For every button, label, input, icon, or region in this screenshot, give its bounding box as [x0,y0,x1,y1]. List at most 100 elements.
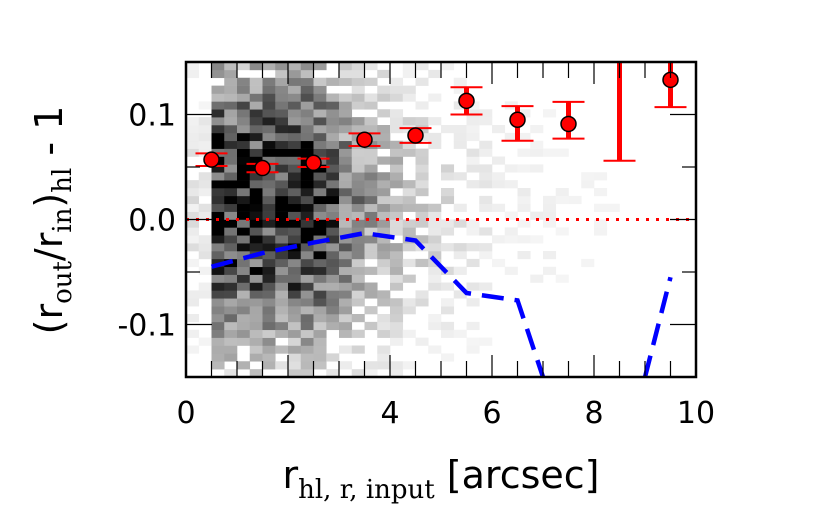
heatmap-cell [224,132,238,142]
heatmap-cell [530,164,544,173]
heatmap-cell [198,188,212,197]
heatmap-cell [402,227,416,236]
heatmap-cell [339,329,353,338]
heatmap-cell [415,172,429,181]
heatmap-cell [288,109,302,118]
heatmap-cell [339,227,353,236]
heatmap-cell [441,164,455,173]
heatmap-cell [300,203,314,212]
heatmap-cell [504,227,518,236]
heatmap-cell [300,77,314,86]
heatmap-cell [300,369,314,377]
heatmap-cell [275,164,289,173]
heatmap-cell [262,62,276,71]
heatmap-cell [224,69,238,79]
heatmap-cell [262,290,276,299]
heatmap-cell [300,290,314,299]
heatmap-cell [249,211,263,220]
heatmap-cell [313,361,327,370]
heatmap-cell [249,314,263,323]
heatmap-cell [237,337,251,346]
heatmap-cell [428,132,442,142]
heatmap-cell [211,361,225,370]
heatmap-cell [211,306,225,315]
heatmap-cell [415,117,429,126]
heatmap-cell [428,227,442,236]
heatmap-cell [313,85,327,94]
heatmap-cell [441,172,455,181]
heatmap-cell [351,243,365,252]
heatmap-cell [262,132,276,142]
heatmap-cell [262,306,276,315]
heatmap-cell [237,140,251,149]
heatmap-cell [479,251,493,260]
heatmap-cell [402,361,416,370]
heatmap-cell [186,314,200,323]
heatmap-cell [224,243,238,252]
heatmap-cell [326,353,340,362]
heatmap-cell [186,188,200,197]
heatmap-cell [504,164,518,173]
heatmap-cell [275,109,289,118]
heatmap-cell [453,290,467,299]
heatmap-cell [504,132,518,142]
heatmap-cell [262,188,276,197]
heatmap-cell [300,219,314,228]
heatmap-cell [249,125,263,134]
heatmap-cell [441,243,455,252]
heatmap-cell [313,337,327,346]
heatmap-cell [402,243,416,252]
heatmap-cell [237,156,251,165]
heatmap-cell [237,188,251,197]
heatmap-cell [275,125,289,134]
heatmap-cell [275,180,289,189]
heatmap-cell [275,62,289,71]
heatmap-cell [339,306,353,315]
heatmap-cell [211,266,225,275]
heatmap-cell [339,235,353,244]
dashed-curve-segment [210,230,546,377]
heatmap-cell [441,298,455,307]
heatmap-cell [313,172,327,181]
heatmap-cell [262,258,276,268]
heatmap-cell [211,227,225,236]
heatmap-cell [364,117,378,126]
y-axis-label-sub-in: in [48,207,78,232]
heatmap-cell [377,329,391,338]
heatmap-cell [224,117,238,126]
heatmap-cell [262,101,276,110]
heatmap-cell [262,251,276,260]
heatmap-cell [275,219,289,228]
heatmap-cell [249,306,263,315]
heatmap-cell [313,227,327,236]
heatmap-cell [313,211,327,220]
heatmap-cell [275,172,289,181]
heatmap-cell [390,314,404,323]
heatmap-cell [211,109,225,118]
x-tick-label: 10 [677,396,715,431]
heatmap-cell [441,195,455,205]
heatmap-cell [364,62,378,71]
heatmap-cell [377,266,391,275]
heatmap-cell [313,117,327,126]
heatmap-cell [466,298,480,307]
heatmap-cell [275,274,289,283]
heatmap-cell [326,235,340,244]
heatmap-cell [453,140,467,149]
heatmap-cell [275,345,289,354]
heatmap-cell [581,172,595,181]
heatmap-cell [351,219,365,228]
heatmap-cell [326,195,340,205]
heatmap-cell [364,188,378,197]
heatmap-cell [441,306,455,315]
y-tick-label: -0.1 [117,309,176,344]
heatmap-cell [249,172,263,181]
heatmap-cell [581,180,595,189]
heatmap-cell [313,345,327,354]
heatmap-cell [300,353,314,362]
heatmap-cell [517,164,531,173]
heatmap-cell [237,93,251,102]
heatmap-cell [275,258,289,268]
heatmap-cell [326,274,340,283]
heatmap-cell [339,77,353,86]
